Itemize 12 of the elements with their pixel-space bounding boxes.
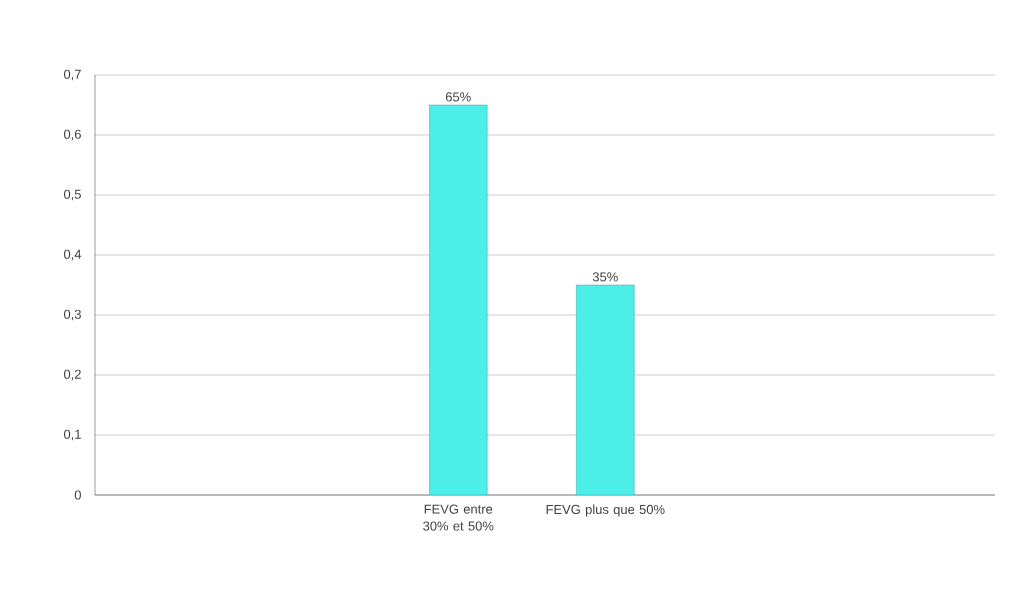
x-tick-label: FEVG plus que 50%	[546, 504, 665, 517]
y-tick-label: 0,7	[63, 69, 81, 81]
y-tick-label: 0,2	[63, 369, 81, 381]
y-tick-label: 0,1	[63, 429, 81, 441]
data-label: 65%	[445, 92, 471, 102]
y-tick-label: 0,6	[63, 129, 81, 141]
y-tick-label: 0,5	[63, 189, 81, 201]
y-tick-label: 0	[74, 490, 81, 500]
y-tick-label: 0,4	[63, 249, 82, 261]
data-label: 35%	[592, 272, 618, 282]
x-tick-label: FEVG entre 30% et 50%	[423, 504, 494, 531]
y-tick-label: 0,3	[63, 309, 81, 321]
